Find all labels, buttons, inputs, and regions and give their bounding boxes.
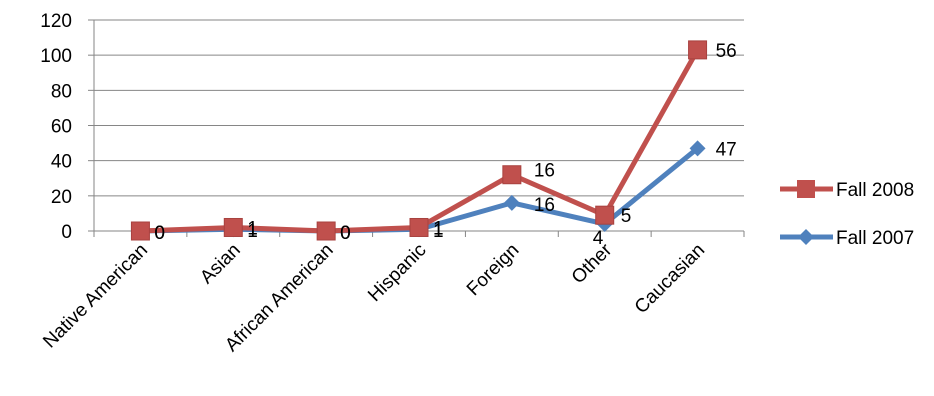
- series-lines: [137, 47, 701, 234]
- data-point-square: [688, 40, 708, 60]
- gridlines: [94, 19, 744, 197]
- data-point-diamond: [689, 140, 706, 157]
- data-point-square: [502, 165, 522, 185]
- y-axis-ticks: 0 20 40 60 80 100 120: [40, 11, 72, 243]
- data-label: 1: [247, 218, 258, 239]
- y-tick-label: 40: [51, 152, 72, 173]
- y-tick-label: 120: [40, 11, 72, 32]
- data-point-square: [130, 221, 150, 241]
- legend: Fall 2008 Fall 2007: [780, 180, 914, 249]
- data-label: 0: [154, 223, 165, 244]
- data-label: 5: [621, 206, 632, 227]
- data-point-square: [409, 217, 429, 237]
- y-tick-label: 20: [51, 187, 72, 208]
- data-label: 16: [534, 195, 555, 216]
- legend-swatch-diamond: [798, 229, 814, 245]
- data-label: 4: [593, 228, 604, 249]
- axes: [88, 19, 745, 237]
- series-line: [137, 47, 701, 234]
- y-tick-label: 60: [51, 117, 72, 138]
- data-point-square: [316, 221, 336, 241]
- data-label: 1: [247, 221, 258, 242]
- legend-swatch-square: [797, 180, 815, 198]
- series-markers: [130, 40, 708, 241]
- legend-label: Fall 2007: [836, 228, 914, 249]
- x-tick-label: Asian: [196, 240, 244, 288]
- x-tick-label: Caucasian: [631, 240, 709, 318]
- data-point-square: [223, 217, 243, 237]
- x-tick-label: Native American: [39, 240, 152, 353]
- data-point-diamond: [503, 194, 520, 211]
- x-tick-label: Hispanic: [364, 240, 430, 306]
- y-tick-label: 80: [51, 81, 72, 102]
- legend-label: Fall 2008: [836, 180, 914, 201]
- data-label: 0: [340, 223, 351, 244]
- data-label: 0: [154, 223, 165, 244]
- y-tick-label: 100: [40, 46, 72, 67]
- data-label: 1: [433, 221, 444, 242]
- data-label: 47: [716, 139, 737, 160]
- data-point-square: [595, 205, 615, 225]
- data-label: 1: [433, 218, 444, 239]
- y-tick-label: 0: [61, 222, 72, 243]
- data-label: 56: [716, 41, 737, 62]
- x-tick-label: Foreign: [463, 240, 523, 300]
- data-label: 0: [340, 223, 351, 244]
- data-label: 16: [534, 161, 555, 182]
